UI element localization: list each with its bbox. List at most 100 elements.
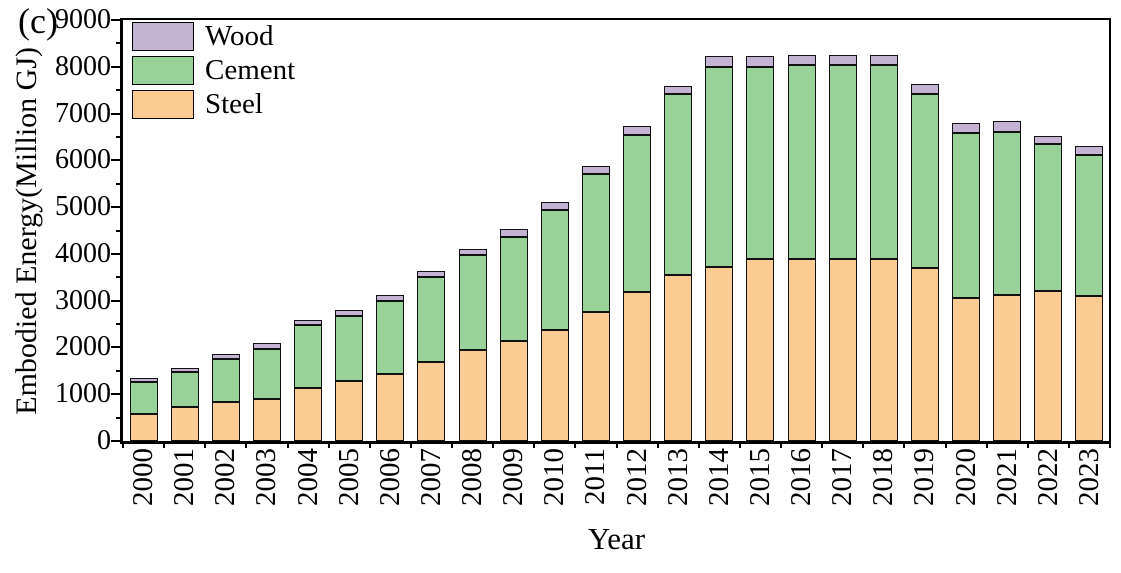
x-tick-label-text: 2007 <box>414 448 447 506</box>
x-tick <box>1109 442 1111 448</box>
bar-segment-2022-cement <box>1034 143 1063 291</box>
x-tick <box>204 442 207 448</box>
y-tick-label: 9000 <box>55 4 111 35</box>
bar-segment-2009-cement <box>499 236 528 341</box>
bar-segment-2012-steel <box>623 292 652 441</box>
y-major-tick <box>111 440 121 442</box>
x-tick-label-text: 2005 <box>332 448 365 506</box>
bar-segment-2015-wood <box>746 56 775 67</box>
x-tick <box>122 442 124 448</box>
bar-segment-2019-wood <box>910 83 939 95</box>
x-tick <box>245 442 248 448</box>
bar-segment-2023-steel <box>1075 296 1104 441</box>
x-tick-label: 2015 <box>744 448 776 506</box>
y-major-tick <box>111 393 121 396</box>
y-tick-label: 3000 <box>55 284 111 316</box>
bar-segment-2018-steel <box>869 259 898 441</box>
x-tick <box>286 442 289 448</box>
x-tick <box>492 442 495 448</box>
x-tick-label-text: 2019 <box>908 448 941 506</box>
bar-segment-2020-wood <box>952 123 981 134</box>
x-tick <box>1067 442 1070 448</box>
bar-segment-2021-steel <box>993 295 1022 441</box>
bar-segment-2000-steel <box>129 414 158 441</box>
x-tick-label-text: 2021 <box>990 448 1023 506</box>
bar-segment-2002-cement <box>211 358 240 403</box>
x-tick-label-text: 2017 <box>826 448 859 506</box>
bar-segment-2022-wood <box>1034 136 1063 144</box>
x-tick-label: 2000 <box>127 448 160 506</box>
y-major-tick <box>111 252 121 255</box>
bar-segment-2017-wood <box>828 54 857 66</box>
bar-segment-2002-wood <box>211 354 240 359</box>
x-tick-label-text: 2014 <box>702 448 735 506</box>
bar-segment-2005-wood <box>335 310 364 316</box>
x-tick-label: 2002 <box>209 448 242 506</box>
x-tick-label: 2005 <box>333 448 365 506</box>
x-tick <box>409 442 412 448</box>
x-tick <box>574 442 577 448</box>
bar-segment-2001-wood <box>170 367 199 372</box>
x-tick <box>533 442 536 448</box>
bar-segment-2018-wood <box>869 54 898 65</box>
legend-label-cement: Cement <box>205 54 296 86</box>
x-tick-label-text: 2013 <box>661 448 694 506</box>
y-major-tick <box>111 206 121 209</box>
panel-label: (c) <box>18 1 58 41</box>
y-minor-tick <box>116 42 121 45</box>
bar-segment-2022-steel <box>1034 290 1063 441</box>
bar-segment-2014-steel <box>705 266 734 441</box>
y-tick-label: 8000 <box>55 50 111 82</box>
x-tick <box>163 442 166 448</box>
y-tick-label: 6000 <box>55 144 111 176</box>
legend-item-steel: Steel <box>132 89 295 119</box>
x-tick-label-text: 2010 <box>538 448 571 506</box>
bar-segment-2001-cement <box>170 371 199 407</box>
x-tick <box>615 442 618 448</box>
bar-segment-2003-steel <box>252 399 281 441</box>
legend-swatch-steel <box>132 89 194 119</box>
y-major-tick <box>111 112 121 115</box>
x-tick <box>903 442 906 448</box>
x-tick <box>738 442 741 448</box>
bar-segment-2016-cement <box>787 64 816 259</box>
bar-segment-2015-steel <box>746 258 775 441</box>
x-tick-label: 2008 <box>456 448 489 506</box>
bar-segment-2014-cement <box>705 67 734 267</box>
y-minor-tick <box>116 369 121 372</box>
bar-segment-2001-steel <box>170 406 199 441</box>
legend-label-steel: Steel <box>205 88 263 120</box>
bar-segment-2010-wood <box>540 202 569 211</box>
x-tick <box>368 442 371 448</box>
bar-segment-2004-wood <box>294 319 323 325</box>
y-minor-tick <box>116 416 121 419</box>
x-tick-label-text: 2002 <box>209 448 242 506</box>
x-tick-label-text: 2011 <box>579 448 612 505</box>
x-tick <box>697 442 700 448</box>
bar-segment-2013-wood <box>664 85 693 95</box>
y-major-tick <box>111 65 121 68</box>
bar-segment-2006-wood <box>376 294 405 301</box>
y-tick-label: 5000 <box>55 191 111 223</box>
bar-segment-2012-wood <box>623 126 652 136</box>
y-major-tick <box>111 159 121 162</box>
bar-segment-2007-steel <box>417 362 446 441</box>
bar-segment-2018-cement <box>869 64 898 260</box>
x-tick-label-text: 2015 <box>743 448 776 506</box>
x-tick-label-text: 2001 <box>168 448 201 506</box>
y-minor-tick <box>116 135 121 138</box>
x-tick-label: 2003 <box>250 448 283 506</box>
bar-segment-2000-cement <box>129 381 158 415</box>
x-tick-label: 2017 <box>826 448 859 506</box>
x-tick-label: 2004 <box>292 448 324 506</box>
x-tick-label: 2013 <box>662 448 694 506</box>
x-tick-label-text: 2016 <box>785 448 818 506</box>
x-tick <box>985 442 988 448</box>
x-tick-label-text: 2018 <box>867 448 900 506</box>
x-tick-label-text: 2009 <box>497 448 530 506</box>
x-tick-label: 2006 <box>374 448 406 506</box>
x-tick-label: 2016 <box>785 448 818 506</box>
bar-segment-2016-steel <box>787 258 816 441</box>
y-minor-tick <box>116 229 121 232</box>
legend-swatch-cement <box>132 55 194 85</box>
